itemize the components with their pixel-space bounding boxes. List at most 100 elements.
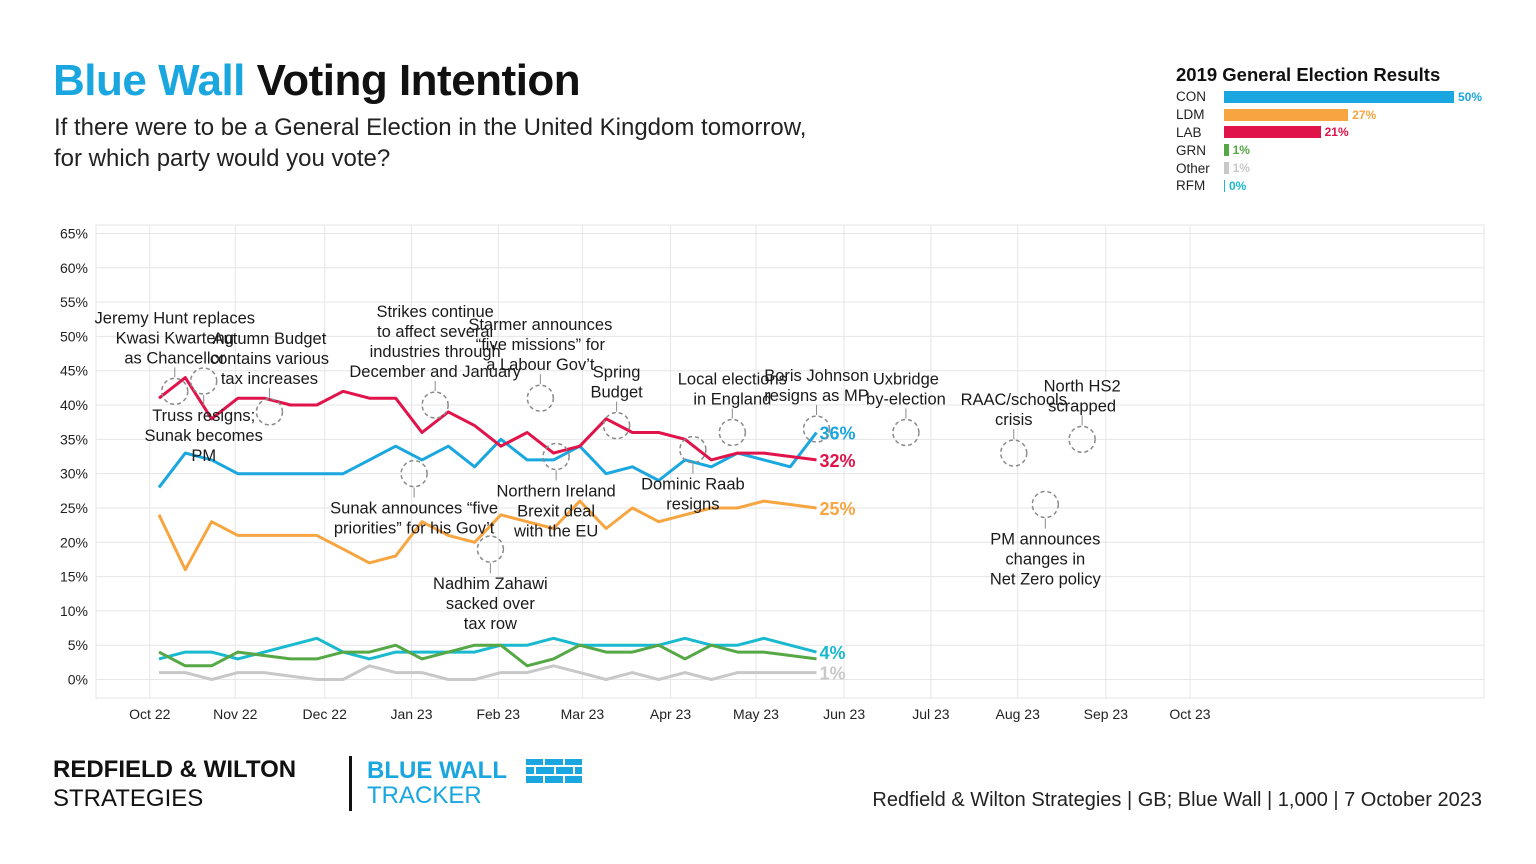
y-tick-label: 5% (68, 637, 88, 653)
election-value-label: 0% (1229, 178, 1247, 193)
annotation-text: scrapped (1048, 397, 1116, 415)
series-line-other (159, 664, 817, 681)
subtitle-line-2: for which party would you vote? (54, 145, 391, 172)
election-value-label: 21% (1324, 125, 1349, 140)
plot-frame (95, 224, 1485, 699)
y-tick-label: 60% (60, 260, 88, 276)
tracker-line-2: TRACKER (367, 782, 482, 809)
y-tick-label: 10% (60, 603, 88, 619)
chart-title: Blue Wall Voting Intention (53, 56, 581, 106)
annotation-marker (602, 411, 631, 440)
election-value-label: 1% (1232, 161, 1250, 176)
brand-logo: REDFIELD & WILTON STRATEGIES (53, 755, 296, 813)
series-line-ldm (157, 499, 817, 572)
annotation-text: Strikes continue (376, 303, 493, 321)
election-bar (1224, 90, 1454, 103)
series-line-con (157, 431, 818, 489)
annotation-text: Dominic Raab (641, 476, 745, 494)
annotation-text: with the EU (513, 523, 598, 541)
annotation-text: Budget (590, 384, 643, 402)
title-main: Voting Intention (256, 56, 581, 105)
election-bar (1224, 108, 1349, 121)
y-tick-label: 30% (60, 466, 88, 482)
x-tick-label: Feb 23 (476, 706, 520, 722)
annotation-marker (400, 459, 428, 488)
annotation-text: Jeremy Hunt replaces (95, 309, 255, 327)
annotation-text: contains various (210, 350, 329, 368)
election-value-label: 27% (1352, 107, 1377, 122)
election-party-label: LDM (1176, 107, 1205, 123)
x-tick-label: Dec 22 (303, 706, 348, 722)
annotation-marker (1031, 490, 1060, 519)
x-tick-label: Aug 23 (996, 706, 1041, 722)
annotation-text: Boris Johnson (764, 367, 869, 385)
x-tick-label: Sep 23 (1084, 706, 1129, 722)
brand-line-2: STRATEGIES (53, 785, 204, 812)
brick-wall-icon (526, 759, 582, 783)
annotation-text: Brexit deal (517, 503, 595, 521)
footer-divider (349, 756, 352, 811)
annotation-marker (255, 398, 284, 426)
election-row-rfm: RFM 0% (1176, 177, 1506, 195)
annotation-marker (189, 367, 218, 395)
annotation-marker (542, 442, 570, 471)
annotation-text: Autumn Budget (213, 330, 327, 348)
y-tick-label: 55% (60, 294, 88, 310)
annotation-text: Spring (593, 364, 641, 382)
annotation-text: a Labour Gov’t (486, 356, 595, 374)
tracker-logo: BLUE WALL TRACKER (367, 758, 507, 808)
annotation-text: in England (693, 390, 771, 408)
election-bar (1224, 162, 1229, 175)
x-tick-label: May 23 (733, 706, 779, 722)
end-label-rfm: 4% (820, 643, 846, 663)
annotation-text: as Chancellor (124, 349, 225, 367)
source-note: Redfield & Wilton Strategies | GB; Blue … (872, 789, 1482, 811)
end-label-lab: 32% (820, 451, 856, 471)
annotation-text: sacked over (446, 595, 535, 613)
annotation-text: resigns (666, 496, 719, 514)
annotation-text: “five missions” for (476, 336, 606, 354)
x-tick-label: Apr 23 (650, 706, 691, 722)
annotation-text: to affect several (377, 323, 493, 341)
end-label-other: 1% (820, 664, 846, 684)
annotation-text: Nadhim Zahawi (433, 575, 548, 593)
x-tick-label: Jan 23 (390, 706, 432, 722)
election-value-label: 1% (1232, 143, 1250, 158)
annotation-text: Sunak announces “five (330, 500, 498, 518)
title-highlight: Blue Wall (53, 56, 245, 105)
x-tick-label: Nov 22 (213, 706, 258, 722)
annotation-text: Uxbridge (873, 370, 939, 388)
annotation-text: by-election (866, 390, 946, 408)
annotation-text: priorities” for his Gov’t (334, 520, 495, 538)
brand-line-1: REDFIELD & WILTON (53, 756, 297, 783)
end-label-con: 36% (820, 423, 856, 443)
annotation-marker (1068, 425, 1096, 454)
annotation-text: PM announces (990, 531, 1100, 549)
annotation-marker (421, 391, 449, 419)
annotation-marker (802, 415, 831, 443)
election-party-label: RFM (1176, 178, 1206, 194)
election-row-ldm: LDM 27% (1176, 106, 1506, 124)
annotation-text: tax increases (221, 370, 318, 388)
annotation-text: tax row (464, 615, 517, 633)
y-tick-label: 15% (60, 569, 88, 585)
y-tick-label: 65% (60, 226, 88, 242)
election-2019-rows: CON 50% LDM 27% LAB 21% GRN 1% Other 1% RFM 0% (1176, 88, 1506, 195)
x-tick-label: Oct 23 (1169, 706, 1210, 722)
annotation-marker (476, 535, 505, 563)
subtitle-line-1: If there were to be a General Election i… (54, 114, 807, 141)
series-line-rfm (158, 636, 817, 661)
y-tick-label: 25% (60, 500, 88, 516)
series-line-grn (158, 643, 817, 668)
annotation-text: Northern Ireland (497, 483, 616, 501)
tracker-line-1: BLUE WALL (367, 757, 507, 784)
election-row-other: Other 1% (1176, 159, 1506, 177)
election-bar (1224, 126, 1321, 139)
annotation-marker (1000, 439, 1028, 467)
x-tick-label: Jun 23 (823, 706, 865, 722)
annotation-text: resigns as MP (764, 387, 869, 405)
annotation-text: crisis (995, 411, 1033, 429)
election-row-lab: LAB 21% (1176, 124, 1506, 142)
election-row-con: CON 50% (1176, 88, 1506, 106)
annotation-text: Sunak becomes (145, 427, 263, 445)
